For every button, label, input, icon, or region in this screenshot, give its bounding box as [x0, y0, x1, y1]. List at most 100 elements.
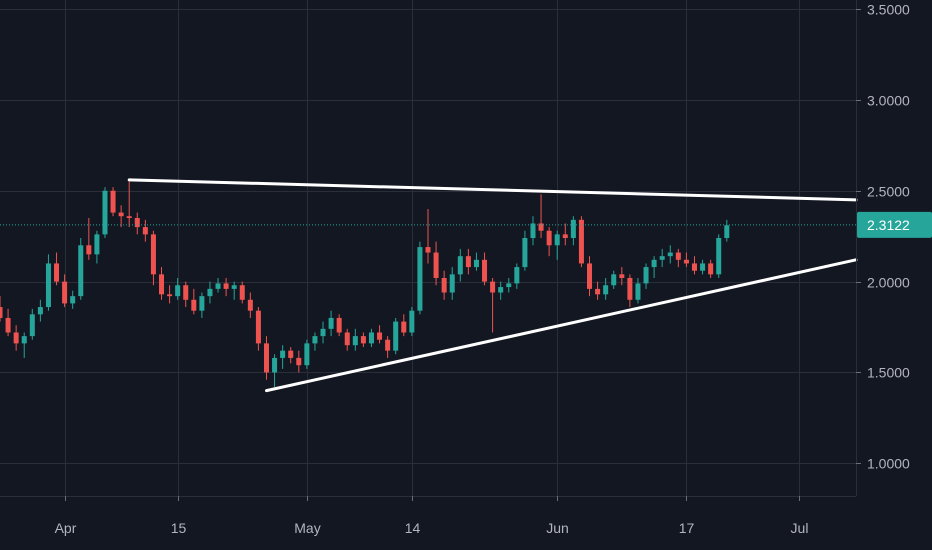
y-tick-label: 1.0000: [867, 456, 910, 472]
candle: [716, 234, 722, 278]
x-tick-label: Jun: [546, 520, 569, 536]
candle-body: [280, 350, 286, 358]
candle-body: [473, 259, 479, 268]
candle: [651, 256, 657, 278]
candle: [134, 212, 140, 235]
candle-body: [498, 287, 504, 293]
candle-body: [272, 357, 278, 373]
candle: [643, 263, 649, 289]
trendlines: [127, 178, 858, 393]
candle-body: [377, 332, 383, 340]
candle: [159, 267, 165, 300]
candle: [691, 256, 697, 275]
x-tick-label: May: [294, 520, 320, 536]
y-tick-label: 2.5000: [867, 184, 910, 200]
candle: [554, 230, 560, 260]
candles: [0, 179, 730, 387]
candle-body: [522, 238, 528, 268]
candle-body: [417, 247, 423, 311]
candle: [86, 218, 92, 260]
candle: [110, 187, 116, 217]
candle-body: [635, 283, 641, 300]
last-price-label: 2.3122: [867, 217, 910, 233]
x-tick-label: 14: [405, 520, 421, 536]
candle: [433, 241, 439, 286]
candle-body: [530, 223, 536, 239]
x-tick-label: 15: [171, 520, 187, 536]
candle: [368, 328, 374, 348]
candle-body: [683, 259, 689, 264]
candle-body: [627, 277, 633, 300]
time-axis[interactable]: Apr 15 May 14 Jun 17 Jul: [55, 496, 809, 536]
candle-body: [643, 267, 649, 284]
candle-body: [167, 294, 173, 297]
candle: [280, 345, 286, 369]
candle: [312, 332, 318, 351]
candle: [385, 336, 391, 358]
candle: [522, 230, 528, 271]
candle: [247, 292, 253, 318]
candle: [191, 288, 197, 315]
candle-body: [595, 288, 601, 295]
candle-body: [45, 263, 51, 308]
trendline[interactable]: [264, 258, 858, 393]
last-price-tag: [857, 211, 932, 238]
candle: [288, 347, 294, 364]
candle-body: [578, 219, 584, 264]
candle-body: [223, 283, 229, 289]
candle-body: [691, 263, 697, 271]
candle: [360, 332, 366, 348]
candle: [45, 254, 51, 311]
candle-body: [70, 296, 76, 304]
candle: [457, 248, 463, 282]
candle-body: [667, 252, 673, 257]
candle-body: [29, 314, 35, 337]
candle-body: [150, 234, 156, 275]
candle: [118, 205, 124, 228]
candle-body: [231, 285, 237, 289]
candle: [0, 296, 3, 322]
candle-body: [587, 263, 593, 289]
candle: [587, 256, 593, 297]
candle: [401, 314, 407, 337]
candle: [223, 277, 229, 297]
candle: [29, 308, 35, 340]
candle-body: [78, 245, 84, 297]
trendline[interactable]: [127, 178, 858, 202]
candle-body: [449, 274, 455, 293]
candle-body: [724, 225, 730, 239]
candle: [393, 317, 399, 355]
candle: [409, 307, 415, 337]
candle: [570, 216, 576, 246]
candle: [724, 219, 730, 242]
candle: [37, 299, 43, 322]
candle-body: [320, 328, 326, 337]
candle-body: [700, 263, 706, 271]
candle: [700, 259, 706, 275]
candle-body: [385, 339, 391, 351]
candle-body: [651, 259, 657, 268]
candle: [239, 281, 245, 304]
candle: [62, 274, 68, 308]
price-axis[interactable]: 1.0000 1.5000 2.0000 2.5000 3.0000 3.5000: [856, 2, 910, 472]
candle-body: [54, 263, 60, 282]
candle-body: [708, 263, 714, 275]
candle-body: [328, 317, 334, 329]
candle: [150, 230, 156, 286]
candle-body: [409, 310, 415, 333]
candle-body: [13, 332, 19, 344]
y-tick-label: 3.5000: [867, 2, 910, 18]
grid: [0, 0, 856, 496]
candle-body: [110, 190, 116, 213]
candle-body: [675, 252, 681, 260]
candle: [54, 252, 60, 286]
candle: [603, 277, 609, 300]
candle: [441, 270, 447, 300]
y-tick-label: 3.0000: [867, 93, 910, 109]
candle: [377, 325, 383, 344]
candle-body: [86, 245, 92, 255]
candle-body: [21, 336, 27, 344]
candle-body: [207, 288, 213, 297]
candle: [635, 277, 641, 304]
candle-body: [37, 307, 43, 315]
